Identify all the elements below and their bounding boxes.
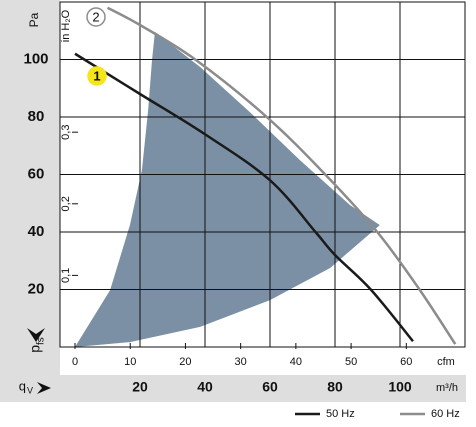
x-tick-label: 20 bbox=[132, 379, 148, 395]
x2-tick-label: 40 bbox=[290, 356, 302, 368]
y-tick-label: 60 bbox=[28, 165, 45, 182]
x2-tick-label: 50 bbox=[345, 356, 357, 368]
left-band bbox=[0, 0, 60, 402]
x-tick-label: 60 bbox=[262, 379, 278, 395]
y2-tick-label: 0,2 bbox=[60, 196, 72, 211]
curve bbox=[74, 52, 414, 343]
y2-tick-label: 0,1 bbox=[60, 268, 72, 283]
y-symbol: p fs bbox=[27, 337, 47, 353]
y-arrow bbox=[27, 328, 45, 342]
y-tick-label: 100 bbox=[23, 50, 48, 67]
x2-tick-label: 60 bbox=[400, 356, 412, 368]
badge-circle bbox=[87, 66, 107, 86]
x2-tick-label: 20 bbox=[179, 356, 191, 368]
x-arrow bbox=[37, 382, 51, 394]
y2-label: in H₂O bbox=[60, 9, 72, 42]
y-tick-label: 40 bbox=[28, 223, 45, 240]
y-symbol-sub: fs bbox=[36, 337, 47, 345]
x-label: m³/h bbox=[436, 382, 458, 394]
badge-label: 1 bbox=[93, 68, 100, 83]
y-symbol-text: p bbox=[27, 345, 43, 353]
y-tick-label: 80 bbox=[28, 108, 45, 125]
x2-tick-label: 30 bbox=[235, 356, 247, 368]
x-tick-label: 80 bbox=[327, 379, 343, 395]
y-label: Pa bbox=[27, 12, 41, 27]
bottom-band bbox=[0, 375, 466, 402]
legend-label: 50 Hz bbox=[326, 408, 355, 420]
badge-circle bbox=[86, 7, 106, 27]
operating-range bbox=[75, 31, 380, 348]
badge-label: 2 bbox=[92, 9, 99, 24]
y-tick-label: 20 bbox=[28, 280, 45, 297]
x2-label: cfm bbox=[437, 356, 455, 368]
legend-label: 60 Hz bbox=[431, 408, 460, 420]
x-symbol: q bbox=[19, 378, 26, 393]
x2-tick-label: 0 bbox=[72, 356, 78, 368]
curve bbox=[106, 6, 457, 345]
x-tick-label: 100 bbox=[388, 379, 412, 395]
x-symbol-sub: V bbox=[27, 385, 33, 395]
x-tick-label: 40 bbox=[197, 379, 213, 395]
y2-tick-label: 0,3 bbox=[60, 125, 72, 140]
x2-tick-label: 10 bbox=[124, 356, 136, 368]
